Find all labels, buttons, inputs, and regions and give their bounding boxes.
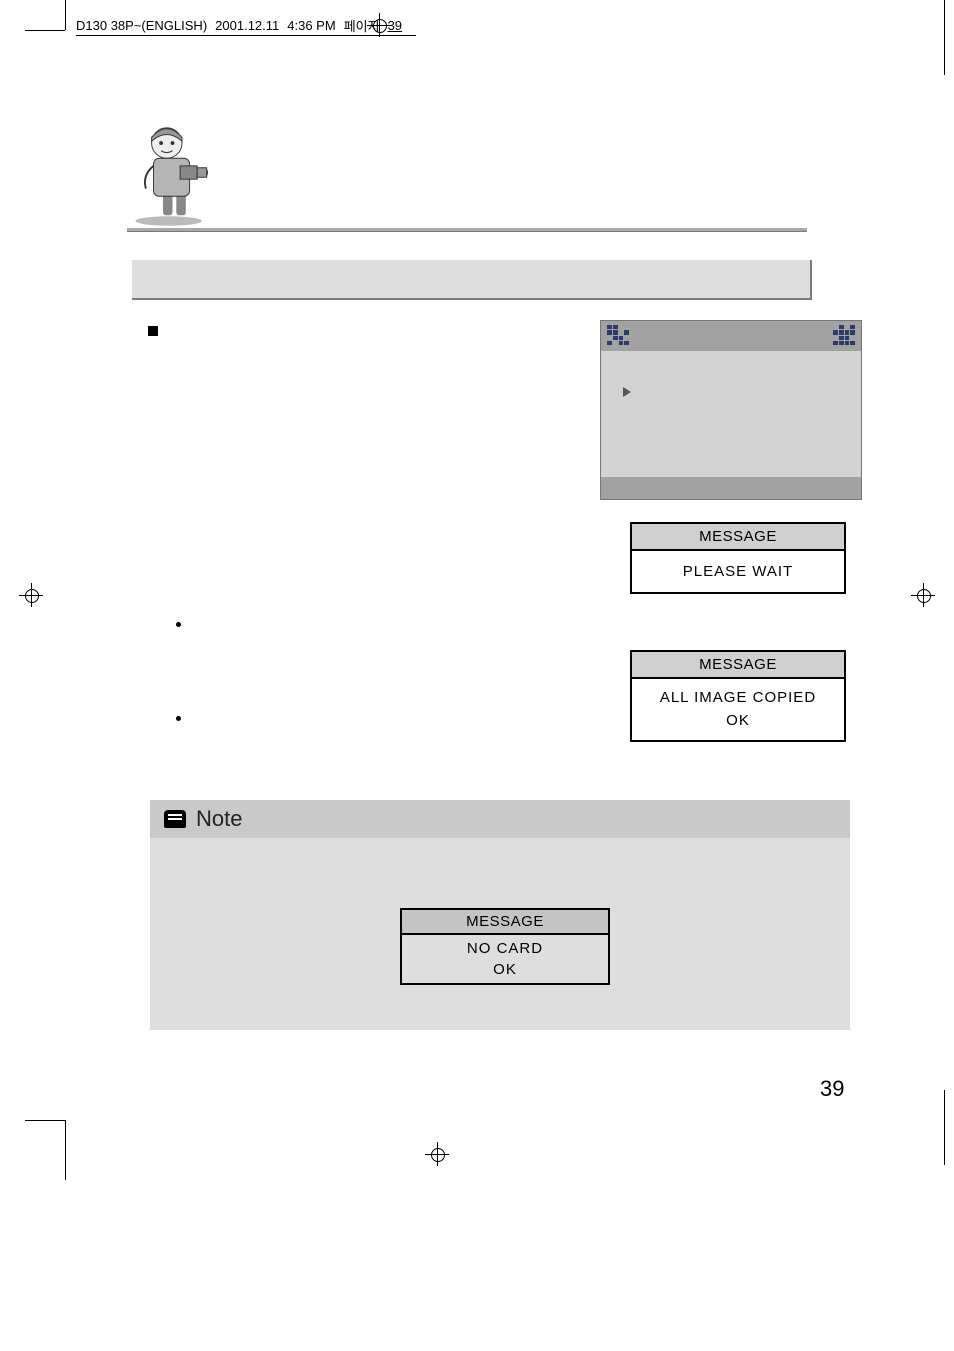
registration-mark-left xyxy=(22,586,40,609)
mascot-icon xyxy=(125,118,220,228)
message-box-nocard: MESSAGE NO CARD OK xyxy=(400,908,610,985)
crop-mark xyxy=(944,0,945,75)
play-indicator-icon xyxy=(623,387,631,397)
header-underline xyxy=(76,35,416,36)
message-line: OK xyxy=(632,710,844,733)
crop-mark xyxy=(25,1120,65,1121)
bullet-dot-icon xyxy=(176,622,181,627)
note-label: Note xyxy=(196,806,242,832)
message-line: NO CARD xyxy=(402,938,608,959)
message-body: ALL IMAGE COPIED OK xyxy=(632,679,844,740)
message-box-copied: MESSAGE ALL IMAGE COPIED OK xyxy=(630,650,846,742)
crop-mark xyxy=(65,0,66,30)
file-name: D130 38P~(ENGLISH) xyxy=(76,18,207,33)
message-title: MESSAGE xyxy=(402,910,608,935)
note-icon xyxy=(164,810,186,828)
section-rule xyxy=(127,228,807,232)
file-header: D130 38P~(ENGLISH) 2001.12.11 4:36 PM 페이… xyxy=(76,16,402,35)
lcd-bottombar xyxy=(601,477,861,499)
file-time: 4:36 PM xyxy=(287,18,335,33)
message-box-wait: MESSAGE PLEASE WAIT xyxy=(630,522,846,594)
note-header: Note xyxy=(150,800,850,838)
message-title: MESSAGE xyxy=(632,652,844,679)
lcd-topbar xyxy=(601,321,861,351)
crop-mark xyxy=(25,30,65,31)
crop-mark xyxy=(944,1090,945,1165)
registration-mark-bottom xyxy=(428,1145,446,1168)
lcd-topright-icon xyxy=(833,325,855,345)
crop-mark xyxy=(65,1120,66,1180)
message-line: OK xyxy=(402,959,608,980)
square-bullet-icon xyxy=(148,326,158,336)
page-number: 39 xyxy=(820,1076,844,1102)
bullet-dot-icon xyxy=(176,716,181,721)
message-title: MESSAGE xyxy=(632,524,844,551)
lcd-topleft-icon xyxy=(607,325,629,345)
section-heading-bar xyxy=(132,260,812,300)
lcd-screen xyxy=(600,320,862,500)
message-body: PLEASE WAIT xyxy=(632,551,844,592)
file-date: 2001.12.11 xyxy=(215,18,279,33)
message-body: NO CARD OK xyxy=(402,935,608,983)
registration-mark-right xyxy=(914,586,932,609)
message-line: ALL IMAGE COPIED xyxy=(632,687,844,710)
